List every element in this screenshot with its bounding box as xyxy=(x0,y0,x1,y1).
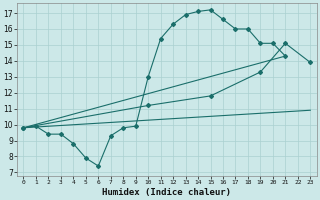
X-axis label: Humidex (Indice chaleur): Humidex (Indice chaleur) xyxy=(102,188,231,197)
